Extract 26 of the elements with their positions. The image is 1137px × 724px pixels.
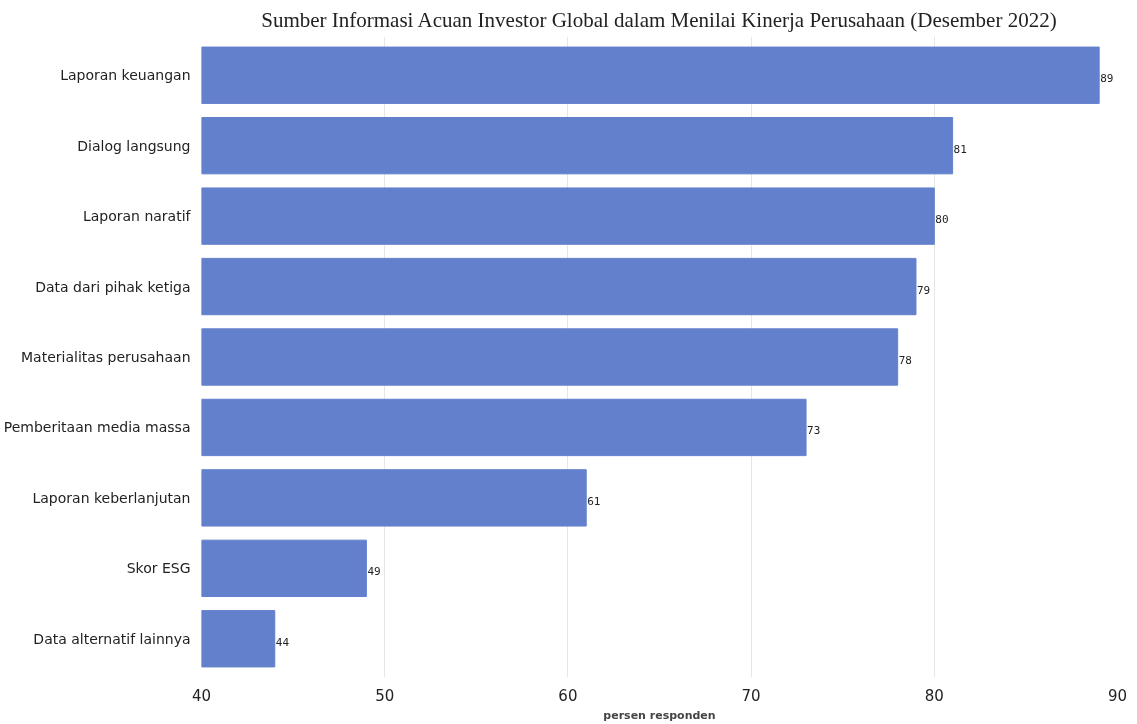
y-tick-label: Laporan keuangan xyxy=(60,67,191,84)
data-label: 61 xyxy=(587,494,601,508)
y-tick-label: Pemberitaan media massa xyxy=(3,419,191,436)
x-tick-label: 40 xyxy=(191,686,212,705)
data-label: 80 xyxy=(935,213,949,227)
data-label: 78 xyxy=(898,354,912,367)
chart-title: Sumber Informasi Acuan Investor Global dalam Menilai Kinerja Perusahaan (Desember 2022) xyxy=(261,7,1057,32)
y-tick-label: Data dari pihak ketiga xyxy=(35,278,191,295)
data-label: 81 xyxy=(953,142,967,156)
y-tick-label: Laporan keberlanjutan xyxy=(32,489,191,506)
data-label: 44 xyxy=(275,635,290,649)
x-tick-label: 90 xyxy=(1107,686,1128,705)
data-label: 49 xyxy=(367,565,381,579)
y-tick-label: Dialog langsung xyxy=(77,137,191,154)
data-label: 79 xyxy=(916,283,931,297)
y-tick-label: Laporan naratif xyxy=(82,208,192,225)
data-label: 89 xyxy=(1100,72,1114,86)
x-tick-label: 60 xyxy=(558,686,578,705)
x-tick-label: 80 xyxy=(924,686,944,705)
x-axis-title: persen responden xyxy=(603,708,716,722)
y-tick-label: Skor ESG xyxy=(126,560,191,577)
x-tick-label: 70 xyxy=(741,686,761,705)
x-tick-label: 50 xyxy=(375,686,395,705)
y-tick-label: Materialitas perusahaan xyxy=(21,349,191,365)
y-tick-label: Data alternatif lainnya xyxy=(33,630,191,647)
data-label: 73 xyxy=(807,424,821,438)
